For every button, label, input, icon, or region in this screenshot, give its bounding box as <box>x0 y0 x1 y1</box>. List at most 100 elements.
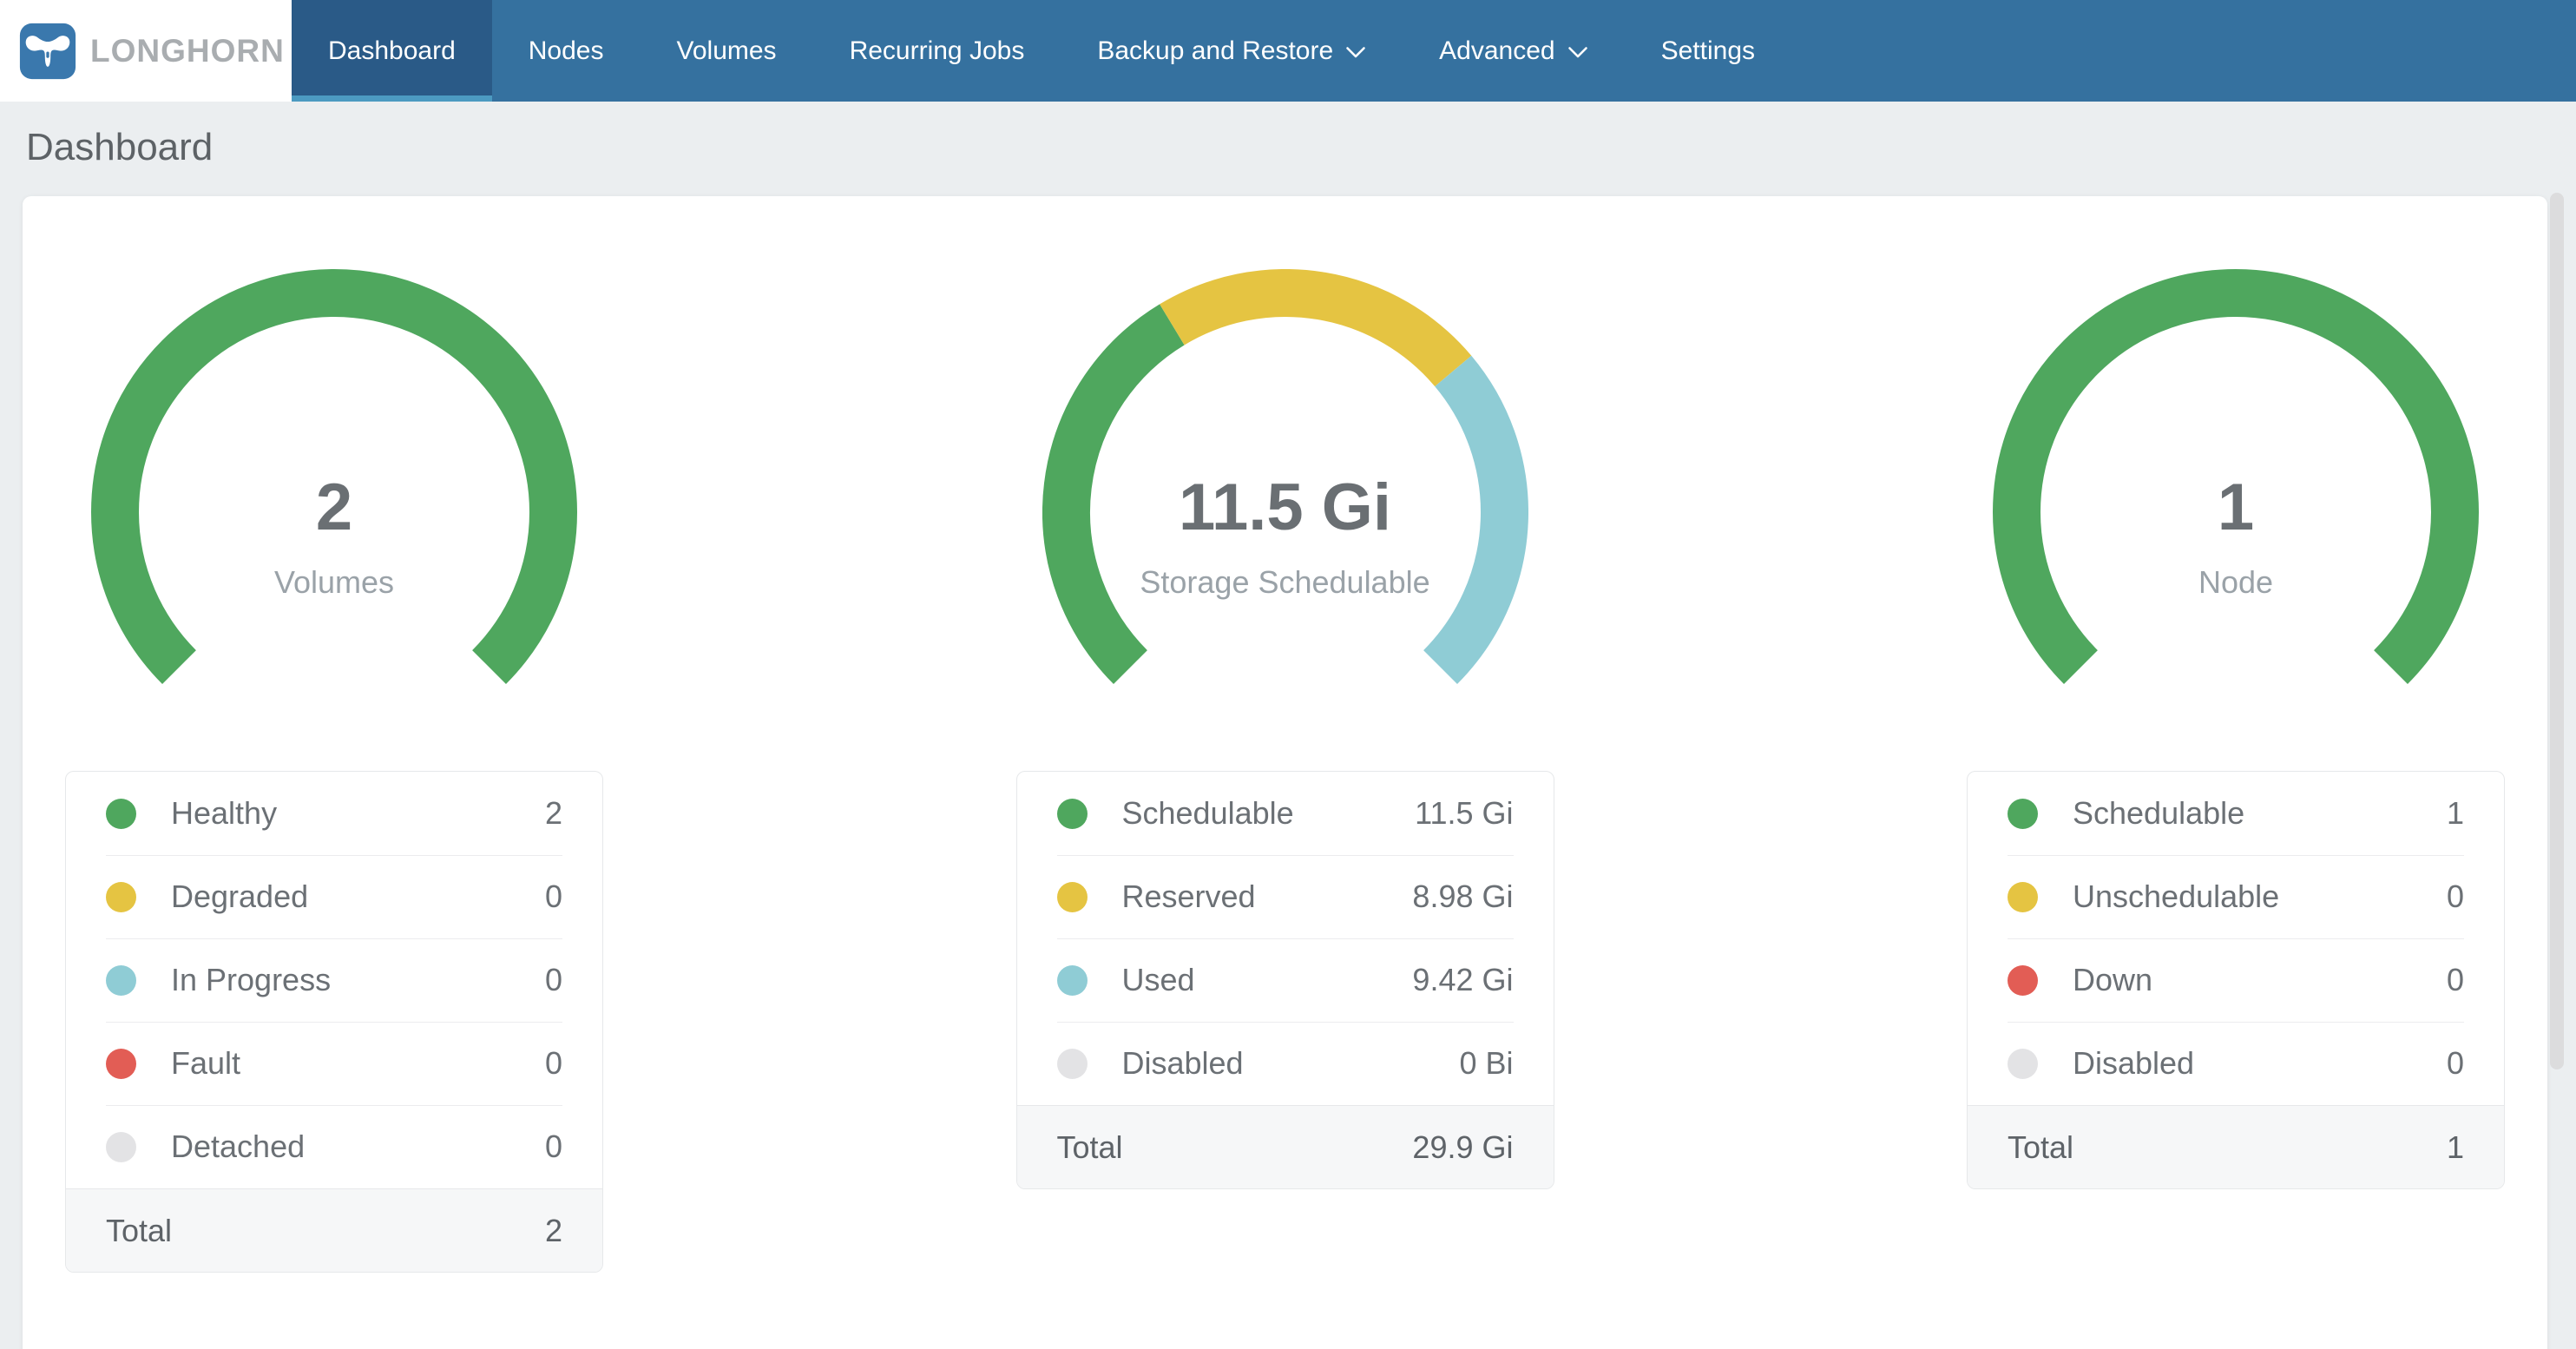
volumes-gauge: 2 Volumes <box>91 269 577 755</box>
legend-row-degraded: Degraded 0 <box>66 855 602 938</box>
legend-value: 0 <box>545 878 562 915</box>
node-legend-table: Schedulable 1 Unschedulable 0 Down 0 Disabled 0… <box>1967 771 2505 1189</box>
legend-dot <box>1057 882 1088 912</box>
total-label: Total <box>1057 1129 1123 1166</box>
legend-label: Fault <box>171 1045 240 1082</box>
charts-row: 2 Volumes Healthy2Degraded0In Progress0F… <box>23 196 2547 1273</box>
gauge-segment-healthy <box>115 293 554 668</box>
legend-value: 9.42 Gi <box>1412 962 1513 998</box>
legend-row-schedulable: Schedulable 1 <box>1968 772 2504 855</box>
gauge-segment-schedulable <box>1066 325 1172 668</box>
legend-label: Disabled <box>2073 1045 2194 1082</box>
storage-chart-column: 11.5 Gi Storage Schedulable Schedulable 1… <box>1016 231 1554 1273</box>
longhorn-bull-icon <box>19 23 76 80</box>
legend-value: 0 <box>2447 1045 2464 1082</box>
nav-item-dashboard[interactable]: Dashboard <box>292 0 492 102</box>
legend-label: Degraded <box>171 878 308 915</box>
nav-item-label: Dashboard <box>328 36 456 66</box>
total-value: 29.9 Gi <box>1412 1129 1513 1166</box>
legend-dot <box>2008 882 2038 912</box>
nav-item-nodes[interactable]: Nodes <box>492 0 641 102</box>
node-total-row: Total 1 <box>1968 1105 2504 1188</box>
chevron-down-icon <box>1567 46 1588 59</box>
legend-label: Unschedulable <box>2073 878 2279 915</box>
storage-gauge-arc <box>1042 269 1528 755</box>
total-label: Total <box>106 1213 172 1249</box>
legend-dot <box>2008 799 2038 829</box>
longhorn-logo[interactable]: LONGHORN <box>0 0 292 102</box>
legend-value: 1 <box>2447 795 2464 832</box>
legend-row-detached: Detached 0 <box>66 1105 602 1188</box>
legend-dot <box>1057 799 1088 829</box>
volumes-chart-column: 2 Volumes Healthy2Degraded0In Progress0F… <box>65 231 603 1273</box>
volumes-legend-table: Healthy2Degraded0In Progress0Fault0Detac… <box>65 771 603 1273</box>
legend-label: In Progress <box>171 962 331 998</box>
nav-item-label: Recurring Jobs <box>850 36 1025 66</box>
node-gauge-arc <box>1993 269 2479 755</box>
nav-item-label: Volumes <box>676 36 776 66</box>
storage-total-row: Total 29.9 Gi <box>1017 1105 1554 1188</box>
legend-label: Schedulable <box>1122 795 1294 832</box>
dashboard-card: 2 Volumes Healthy2Degraded0In Progress0F… <box>23 196 2547 1349</box>
legend-dot <box>106 799 136 829</box>
legend-row-disabled: Disabled 0 Bi <box>1017 1022 1554 1105</box>
nav-item-advanced[interactable]: Advanced <box>1403 0 1624 102</box>
nav-item-volumes[interactable]: Volumes <box>640 0 812 102</box>
legend-value: 0 <box>545 1129 562 1165</box>
legend-row-used: Used 9.42 Gi <box>1017 938 1554 1022</box>
page-title: Dashboard <box>26 126 2576 169</box>
legend-value: 0 <box>545 1045 562 1082</box>
legend-value: 0 Bi <box>1459 1045 1513 1082</box>
legend-label: Down <box>2073 962 2152 998</box>
total-value: 1 <box>2447 1129 2464 1166</box>
legend-value: 2 <box>545 795 562 832</box>
total-value: 2 <box>545 1213 562 1249</box>
legend-row-reserved: Reserved 8.98 Gi <box>1017 855 1554 938</box>
total-label: Total <box>2008 1129 2073 1166</box>
legend-dot <box>2008 1049 2038 1079</box>
node-chart-column: 1 Node Schedulable1Unschedulable0Down0Di… <box>1967 231 2505 1273</box>
nav-item-recurring-jobs[interactable]: Recurring Jobs <box>813 0 1061 102</box>
legend-dot <box>106 1132 136 1162</box>
legend-dot <box>1057 965 1088 996</box>
storage-gauge: 11.5 Gi Storage Schedulable <box>1042 269 1528 755</box>
legend-value: 0 <box>2447 878 2464 915</box>
gauge-segment-reserved <box>1172 293 1453 372</box>
legend-row-disabled: Disabled 0 <box>1968 1022 2504 1105</box>
nav-item-settings[interactable]: Settings <box>1625 0 1791 102</box>
legend-value: 8.98 Gi <box>1412 878 1513 915</box>
legend-dot <box>106 965 136 996</box>
nav-item-label: Advanced <box>1439 36 1554 66</box>
volumes-gauge-arc <box>91 269 577 755</box>
legend-row-down: Down 0 <box>1968 938 2504 1022</box>
legend-label: Schedulable <box>2073 795 2244 832</box>
nav-items: Dashboard Nodes Volumes Recurring Jobs Backu… <box>292 0 1791 102</box>
legend-value: 11.5 Gi <box>1415 795 1513 832</box>
storage-legend-table: Schedulable 11.5 Gi Reserved 8.98 Gi Used 9.4… <box>1016 771 1554 1189</box>
nav-item-label: Nodes <box>529 36 604 66</box>
nav-item-label: Settings <box>1661 36 1755 66</box>
legend-dot <box>2008 965 2038 996</box>
legend-row-healthy: Healthy2 <box>66 772 602 855</box>
legend-row-in-progress: In Progress 0 <box>66 938 602 1022</box>
legend-row-fault: Fault 0 <box>66 1022 602 1105</box>
legend-dot <box>106 1049 136 1079</box>
gauge-segment-used <box>1440 371 1504 667</box>
legend-label: Detached <box>171 1129 305 1165</box>
chevron-down-icon <box>1345 46 1366 59</box>
top-navbar: LONGHORN Dashboard Nodes Volumes Recurring … <box>0 0 2576 102</box>
legend-value: 0 <box>2447 962 2464 998</box>
legend-row-schedulable: Schedulable 11.5 Gi <box>1017 772 1554 855</box>
legend-value: 0 <box>545 962 562 998</box>
legend-label: Used <box>1122 962 1195 998</box>
nav-item-backup-and-restore[interactable]: Backup and Restore <box>1061 0 1403 102</box>
legend-row-unschedulable: Unschedulable 0 <box>1968 855 2504 938</box>
scrollbar-thumb[interactable] <box>2550 193 2564 1069</box>
volumes-total-row: Total 2 <box>66 1188 602 1272</box>
legend-dot <box>1057 1049 1088 1079</box>
nav-item-label: Backup and Restore <box>1097 36 1333 66</box>
node-gauge: 1 Node <box>1993 269 2479 755</box>
page-title-bar: Dashboard <box>0 102 2576 196</box>
legend-label: Disabled <box>1122 1045 1244 1082</box>
legend-label: Reserved <box>1122 878 1256 915</box>
